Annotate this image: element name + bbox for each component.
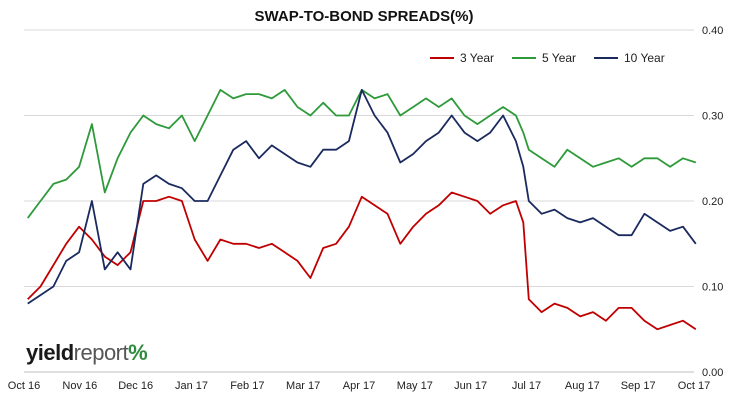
y-tick-label: 0.40 — [702, 25, 723, 37]
series-lines — [26, 89, 697, 331]
x-tick-label: Aug 17 — [565, 380, 600, 392]
x-tick-label: Sep 17 — [621, 380, 656, 392]
y-tick-label: 0.30 — [702, 111, 723, 123]
x-tick-label: Jan 17 — [175, 380, 208, 392]
legend-label: 5 Year — [542, 51, 576, 65]
legend: 3 Year 5 Year 10 Year — [430, 51, 665, 65]
y-tick-label: 0.10 — [702, 282, 723, 294]
series-line-3-year — [27, 191, 697, 331]
logo-part-report: report — [73, 340, 129, 365]
x-tick-label: Oct 16 — [8, 380, 40, 392]
x-tick-label: May 17 — [397, 380, 433, 392]
x-tick-label: Dec 16 — [118, 380, 153, 392]
x-axis-ticks: Oct 16 Nov 16 Dec 16 Jan 17 Feb 17 Mar 17 Apr … — [8, 380, 710, 392]
y-axis-ticks: 0.00 0.10 0.20 0.30 0.40 — [702, 25, 723, 379]
legend-label: 3 Year — [460, 51, 494, 65]
x-tick-label: Mar 17 — [286, 380, 320, 392]
y-tick-label: 0.00 — [702, 367, 723, 379]
logo-part-yield: yield — [26, 340, 74, 365]
logo-percent: % — [128, 340, 148, 365]
yieldreport-logo: yieldreport% — [26, 340, 148, 366]
series-line-5-year — [26, 89, 697, 219]
x-tick-label: Jun 17 — [454, 380, 487, 392]
x-tick-label: Oct 17 — [678, 380, 710, 392]
x-tick-label: Jul 17 — [512, 380, 541, 392]
legend-label: 10 Year — [624, 51, 665, 65]
series-line-10-year — [27, 89, 697, 305]
chart-title: SWAP-TO-BOND SPREADS(%) — [255, 8, 474, 25]
y-tick-label: 0.20 — [702, 196, 723, 208]
x-tick-label: Feb 17 — [230, 380, 264, 392]
x-tick-label: Nov 16 — [62, 380, 97, 392]
x-tick-label: Apr 17 — [343, 380, 375, 392]
